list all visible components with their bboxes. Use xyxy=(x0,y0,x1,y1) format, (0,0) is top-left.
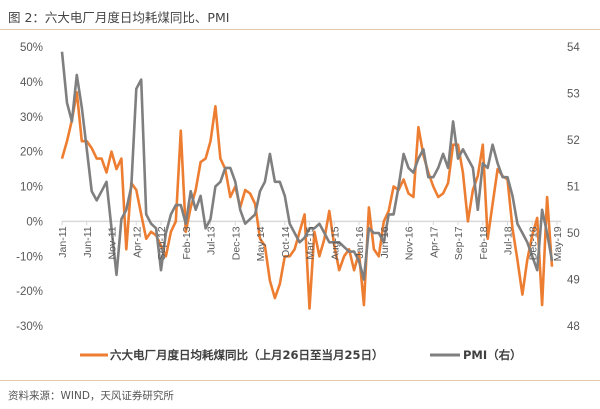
title-divider xyxy=(0,29,600,30)
left-axis-tick-label: -10% xyxy=(16,251,43,263)
legend: 六大电厂月度日均耗煤同比（上月26日至当月25日） PMI（右） xyxy=(80,348,522,362)
left-axis-tick-label: 10% xyxy=(20,182,43,194)
legend-label-coal: 六大电厂月度日均耗煤同比（上月26日至当月25日） xyxy=(110,348,384,362)
x-tick-label: Apr-17 xyxy=(428,226,440,258)
left-axis-tick-label: -30% xyxy=(16,321,43,333)
x-tick-label: Dec-18 xyxy=(527,226,539,260)
left-axis-tick-label: 30% xyxy=(20,112,43,124)
x-tick-label: Jan-16 xyxy=(354,226,366,258)
right-axis-tick-label: 53 xyxy=(567,89,580,101)
right-axis-tick-label: 54 xyxy=(567,42,580,54)
x-tick-label: Jul-18 xyxy=(503,226,515,255)
footer-divider xyxy=(0,380,600,381)
x-tick-label: Jun-11 xyxy=(82,226,94,257)
x-tick-label: Nov-11 xyxy=(107,226,119,259)
left-axis-tick-label: 40% xyxy=(20,77,43,89)
x-tick-label: Jun-16 xyxy=(379,226,391,258)
x-tick-label: Feb-13 xyxy=(181,226,193,259)
x-tick-label: Sep-17 xyxy=(453,226,465,260)
x-tick-label: Nov-16 xyxy=(404,226,416,260)
x-tick-label: Sep-12 xyxy=(156,226,168,260)
right-axis-tick-label: 49 xyxy=(567,275,580,287)
figure-title: 图 2：六大电厂月度日均耗煤同比、PMI xyxy=(8,10,230,25)
series-line-pmi xyxy=(60,51,554,281)
legend-label-pmi: PMI（右） xyxy=(463,348,522,362)
left-axis-tick-label: 0% xyxy=(26,216,43,228)
x-tick-label: Jan-11 xyxy=(57,226,69,257)
left-axis-tick-label: 50% xyxy=(20,42,43,54)
left-axis-tick-label: -20% xyxy=(16,286,43,298)
x-tick-label: Aug-15 xyxy=(329,226,341,260)
x-tick-label: May-19 xyxy=(552,226,564,261)
source-note: 资料来源：WIND，天风证券研究所 xyxy=(8,390,174,402)
x-tick-label: Jul-13 xyxy=(206,226,218,255)
right-axis-tick-label: 51 xyxy=(567,182,580,194)
right-axis-tick-label: 52 xyxy=(567,135,580,147)
x-tick-label: Dec-13 xyxy=(230,226,242,260)
x-tick-label: May-14 xyxy=(255,226,267,261)
x-tick-label: Oct-14 xyxy=(280,226,292,258)
right-axis-tick-label: 48 xyxy=(567,321,580,333)
x-tick-label: Mar-15 xyxy=(305,226,317,259)
x-tick-label: Apr-12 xyxy=(131,226,143,258)
x-tick-label: Feb-18 xyxy=(478,226,490,259)
series-line-coal-yoy xyxy=(60,91,554,310)
right-axis-tick-label: 50 xyxy=(567,228,580,240)
left-axis-tick-label: 20% xyxy=(20,147,43,159)
